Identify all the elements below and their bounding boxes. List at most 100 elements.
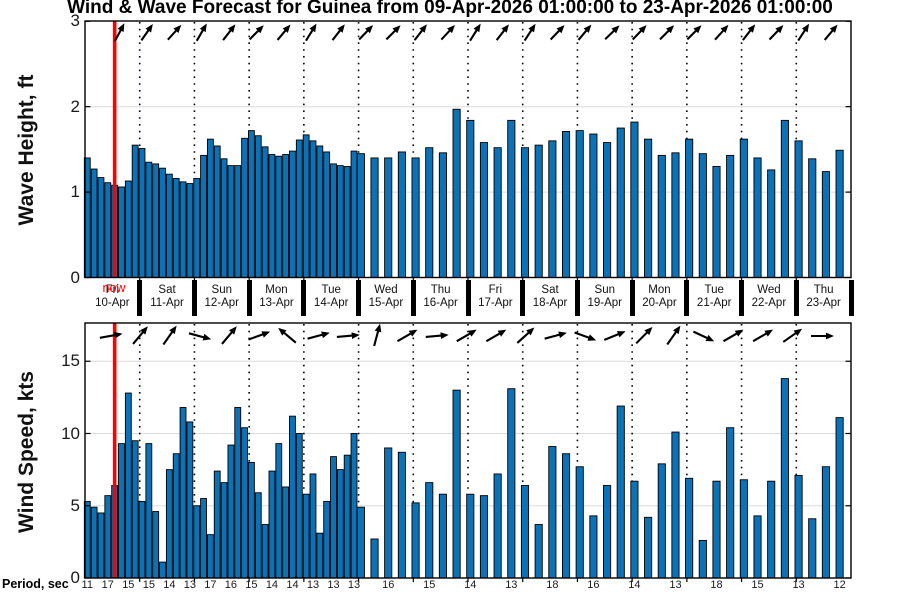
day-weekday: Tue: [704, 284, 724, 296]
wave-bar: [275, 155, 283, 278]
wave-direction-arrow: [768, 28, 780, 41]
wave-direction-arrow-head: [720, 24, 729, 34]
day-label: Thu 23-Apr: [798, 280, 849, 316]
wind-direction-arrow: [574, 331, 591, 340]
wind-bar: [97, 512, 105, 579]
wave-bar: [466, 119, 475, 278]
wind-direction-arrow-head: [558, 331, 567, 339]
period-value: 15: [751, 579, 764, 591]
day-date: 13-Apr: [259, 297, 294, 309]
wind-bar: [767, 480, 776, 579]
day-weekday: Fri: [105, 284, 120, 296]
wind-direction-arrow-head: [526, 327, 535, 336]
period-value: 14: [464, 579, 477, 591]
wind-bar: [575, 466, 584, 579]
wind-bar: [644, 516, 653, 579]
wave-bar: [145, 161, 153, 278]
wind-direction-arrow-head: [616, 331, 626, 338]
wave-direction-arrow-head: [501, 24, 509, 33]
figure-title: Wind & Wave Forecast for Guinea from 09-…: [67, 0, 833, 18]
wind-direction-arrow-head: [140, 326, 148, 335]
day-weekday: Thu: [813, 284, 834, 296]
wave-direction-arrow: [714, 28, 726, 41]
wave-direction-arrow: [114, 28, 123, 42]
day-label: Sun 12-Apr: [196, 280, 248, 316]
wave-bar: [241, 137, 248, 278]
wind-bar: [685, 477, 694, 579]
wave-direction-arrow: [413, 28, 425, 41]
wave-y-tick-label: 3: [70, 11, 80, 31]
wind-direction-arrow: [544, 333, 562, 340]
wave-bar: [384, 157, 393, 278]
wave-bar: [726, 154, 735, 278]
period-value: 18: [710, 579, 723, 591]
wave-bar: [330, 163, 337, 278]
wind-bar: [248, 461, 255, 579]
wave-bar: [657, 154, 666, 278]
wave-direction-arrow-head: [447, 24, 455, 34]
wind-bar: [356, 506, 365, 579]
wind-bar: [343, 454, 351, 579]
wind-bar: [794, 474, 803, 579]
period-value: 16: [224, 579, 238, 591]
day-label: Tue 14-Apr: [305, 280, 357, 316]
day-date: 17-Apr: [478, 297, 513, 309]
wind-direction-arrow-head: [497, 329, 507, 337]
wave-direction-arrow: [659, 28, 671, 41]
wind-direction-arrow: [336, 334, 354, 338]
wind-y-tick-label: 10: [61, 423, 80, 443]
wave-direction-arrow-head: [693, 25, 702, 34]
wave-bar: [370, 157, 379, 278]
wind-bar: [241, 427, 248, 579]
wind-y-tick-label: 0: [70, 568, 80, 587]
wind-bar: [397, 451, 406, 579]
wave-direction-arrow-head: [611, 25, 620, 34]
wind-bar: [726, 427, 735, 579]
wave-bar: [411, 157, 420, 278]
wind-direction-arrow-head: [734, 329, 744, 337]
period-value: 13: [792, 579, 805, 591]
wind-bar: [411, 502, 420, 579]
wind-direction-arrow-head: [793, 328, 803, 337]
wind-direction-arrow: [132, 330, 145, 345]
wave-bar: [268, 154, 276, 278]
day-weekday: Thu: [430, 284, 451, 296]
wind-bar: [534, 524, 543, 579]
day-separator: [793, 280, 799, 316]
wind-direction-arrow: [221, 330, 234, 345]
wind-bar: [336, 469, 344, 579]
wave-bar: [821, 171, 830, 278]
wave-bar: [172, 177, 180, 278]
wind-direction-arrow: [722, 331, 739, 343]
wind-direction-arrow-head: [374, 323, 382, 333]
day-separator: [465, 280, 471, 316]
wind-direction-arrow: [692, 330, 710, 340]
wind-bar: [234, 407, 242, 579]
wind-bar: [206, 534, 214, 579]
wave-bar: [534, 144, 543, 278]
day-date: 12-Apr: [204, 297, 240, 309]
day-date: 21-Apr: [696, 297, 732, 309]
wind-direction-arrow: [282, 330, 297, 344]
wave-direction-arrow-head: [775, 25, 784, 34]
wind-bar: [131, 440, 139, 579]
wave-direction-arrow: [742, 28, 753, 41]
wave-bar: [343, 166, 351, 278]
day-weekday: Sat: [541, 284, 559, 296]
wave-bar: [336, 165, 344, 278]
wind-direction-arrow: [373, 329, 380, 347]
wave-direction-arrow-head: [556, 25, 565, 34]
period-value: 15: [423, 579, 436, 591]
period-value: 16: [587, 579, 600, 591]
wave-bar: [179, 181, 187, 278]
wind-bar: [213, 470, 221, 579]
wind-bar: [520, 485, 530, 579]
wave-direction-arrow-head: [173, 24, 182, 34]
wave-bar: [323, 151, 331, 278]
wind-direction-arrow: [516, 330, 531, 344]
day-label: Sat 18-Apr: [524, 280, 576, 316]
day-separator: [684, 280, 690, 316]
wave-direction-arrow: [222, 28, 233, 41]
wind-bar: [165, 469, 173, 579]
wave-bar: [316, 145, 324, 278]
